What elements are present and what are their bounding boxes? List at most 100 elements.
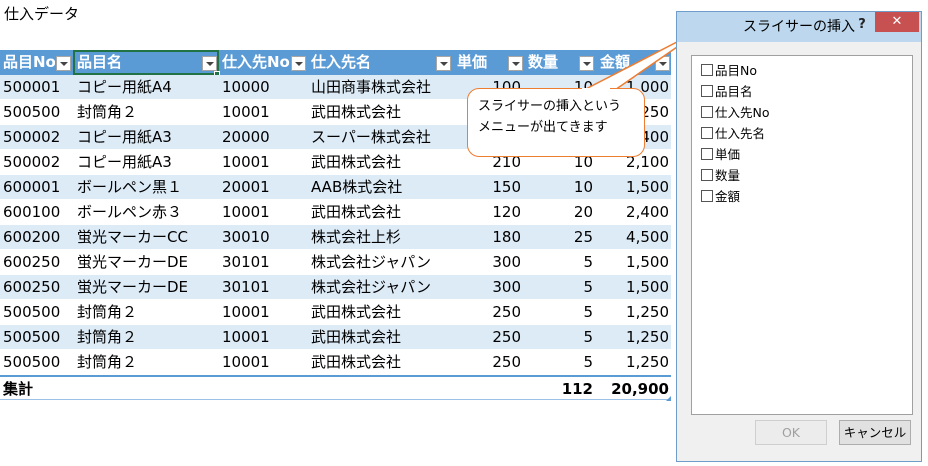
cell-supplier-name[interactable]: 株式会社ジャパン: [311, 253, 432, 271]
total-quantity[interactable]: 112: [561, 380, 593, 398]
field-checkbox-item[interactable]: 仕入先名: [701, 125, 765, 143]
filter-dropdown-icon[interactable]: [579, 56, 594, 71]
cell-amount[interactable]: 1,500: [626, 278, 669, 296]
cell-item-name[interactable]: 封筒角２: [77, 103, 138, 121]
checkbox[interactable]: [701, 64, 713, 76]
ok-button[interactable]: OK: [755, 420, 827, 445]
cell-item-name[interactable]: ボールペン黒１: [77, 178, 183, 196]
cell-supplier-name[interactable]: 武田株式会社: [311, 103, 402, 121]
cell-supplier-name[interactable]: 株式会社上杉: [311, 228, 402, 246]
cell-item-name[interactable]: コピー用紙A4: [77, 78, 172, 96]
checkbox[interactable]: [701, 85, 713, 97]
checkbox[interactable]: [701, 190, 713, 202]
cell-supplier-name[interactable]: スーパー株式会社: [311, 128, 431, 146]
field-checkbox-item[interactable]: 単価: [701, 146, 740, 164]
filter-dropdown-icon[interactable]: [291, 56, 306, 71]
cell-item-no[interactable]: 500500: [3, 353, 61, 371]
cell-item-no[interactable]: 600001: [3, 178, 61, 196]
cell-supplier-name[interactable]: 株式会社ジャパン: [311, 278, 432, 296]
cell-item-name[interactable]: コピー用紙A3: [77, 153, 172, 171]
cell-item-name[interactable]: 蛍光マーカーDE: [77, 278, 189, 296]
cell-amount[interactable]: 1,250: [626, 303, 669, 321]
cell-supplier-no[interactable]: 10001: [222, 303, 270, 321]
checkbox[interactable]: [701, 148, 713, 160]
cell-supplier-no[interactable]: 10001: [222, 153, 270, 171]
cell-amount[interactable]: 1,250: [626, 353, 669, 371]
cell-unit-price[interactable]: 250: [492, 303, 521, 321]
field-checkbox-item[interactable]: 数量: [701, 167, 740, 185]
help-icon[interactable]: ?: [858, 17, 866, 32]
checkbox[interactable]: [701, 169, 713, 181]
cell-quantity[interactable]: 5: [583, 253, 593, 271]
cell-supplier-no[interactable]: 10001: [222, 203, 270, 221]
field-checkbox-item[interactable]: 金額: [701, 188, 740, 206]
cell-supplier-no[interactable]: 10001: [222, 328, 270, 346]
cell-amount[interactable]: 4,500: [626, 228, 669, 246]
cell-item-no[interactable]: 500002: [3, 128, 61, 146]
cell-quantity[interactable]: 20: [573, 203, 593, 221]
cell-supplier-no[interactable]: 10001: [222, 103, 270, 121]
cell-quantity[interactable]: 10: [573, 178, 593, 196]
cell-unit-price[interactable]: 180: [492, 228, 521, 246]
cell-supplier-name[interactable]: 武田株式会社: [311, 328, 402, 346]
cell-item-name[interactable]: 蛍光マーカーCC: [77, 228, 188, 246]
cell-unit-price[interactable]: 300: [492, 278, 521, 296]
cell-item-no[interactable]: 500500: [3, 103, 61, 121]
cell-item-no[interactable]: 600200: [3, 228, 61, 246]
cell-amount[interactable]: 1,500: [626, 178, 669, 196]
cell-supplier-no[interactable]: 10001: [222, 353, 270, 371]
close-button[interactable]: ✕: [875, 12, 919, 32]
cell-item-no[interactable]: 600100: [3, 203, 61, 221]
filter-dropdown-icon[interactable]: [202, 56, 217, 71]
cell-unit-price[interactable]: 210: [492, 153, 521, 171]
cell-quantity[interactable]: 25: [573, 228, 593, 246]
cell-item-no[interactable]: 500002: [3, 153, 61, 171]
cell-quantity[interactable]: 5: [583, 278, 593, 296]
cell-item-name[interactable]: 封筒角２: [77, 328, 138, 346]
field-checkbox-item[interactable]: 品目No: [701, 62, 757, 80]
cell-supplier-name[interactable]: 武田株式会社: [311, 353, 402, 371]
filter-dropdown-icon[interactable]: [56, 56, 71, 71]
cell-supplier-name[interactable]: 武田株式会社: [311, 303, 402, 321]
table-resize-handle[interactable]: [666, 396, 671, 401]
cell-item-name[interactable]: 封筒角２: [77, 353, 138, 371]
total-label[interactable]: 集計: [3, 380, 34, 398]
total-amount[interactable]: 20,900: [611, 380, 669, 398]
cell-supplier-name[interactable]: 武田株式会社: [311, 203, 402, 221]
cell-item-name[interactable]: 蛍光マーカーDE: [77, 253, 189, 271]
field-checkbox-item[interactable]: 仕入先No: [701, 104, 770, 122]
cell-unit-price[interactable]: 250: [492, 353, 521, 371]
cell-item-no[interactable]: 600250: [3, 253, 61, 271]
cell-supplier-no[interactable]: 20000: [222, 128, 270, 146]
cell-item-no[interactable]: 500500: [3, 328, 61, 346]
cell-unit-price[interactable]: 300: [492, 253, 521, 271]
cancel-button[interactable]: キャンセル: [839, 420, 911, 445]
cell-quantity[interactable]: 5: [583, 353, 593, 371]
cell-item-no[interactable]: 500001: [3, 78, 61, 96]
cell-quantity[interactable]: 5: [583, 303, 593, 321]
cell-supplier-no[interactable]: 30101: [222, 253, 270, 271]
cell-unit-price[interactable]: 120: [492, 203, 521, 221]
checkbox[interactable]: [701, 127, 713, 139]
cell-unit-price[interactable]: 250: [492, 328, 521, 346]
cell-supplier-no[interactable]: 30010: [222, 228, 270, 246]
cell-amount[interactable]: 1,500: [626, 253, 669, 271]
filter-dropdown-icon[interactable]: [655, 56, 670, 71]
cell-item-no[interactable]: 600250: [3, 278, 61, 296]
checkbox[interactable]: [701, 106, 713, 118]
cell-quantity[interactable]: 10: [573, 153, 593, 171]
cell-supplier-no[interactable]: 30101: [222, 278, 270, 296]
field-checkbox-item[interactable]: 品目名: [701, 83, 753, 101]
cell-supplier-name[interactable]: AAB株式会社: [311, 178, 403, 196]
cell-item-name[interactable]: コピー用紙A3: [77, 128, 172, 146]
cell-supplier-name[interactable]: 武田株式会社: [311, 153, 402, 171]
cell-item-name[interactable]: 封筒角２: [77, 303, 138, 321]
cell-amount[interactable]: 1,250: [626, 328, 669, 346]
cell-supplier-name[interactable]: 山田商事株式会社: [311, 78, 432, 96]
cell-unit-price[interactable]: 150: [492, 178, 521, 196]
filter-dropdown-icon[interactable]: [508, 56, 523, 71]
cell-quantity[interactable]: 5: [583, 328, 593, 346]
cell-amount[interactable]: 2,400: [626, 203, 669, 221]
cell-supplier-no[interactable]: 20001: [222, 178, 270, 196]
cell-amount[interactable]: 2,100: [626, 153, 669, 171]
